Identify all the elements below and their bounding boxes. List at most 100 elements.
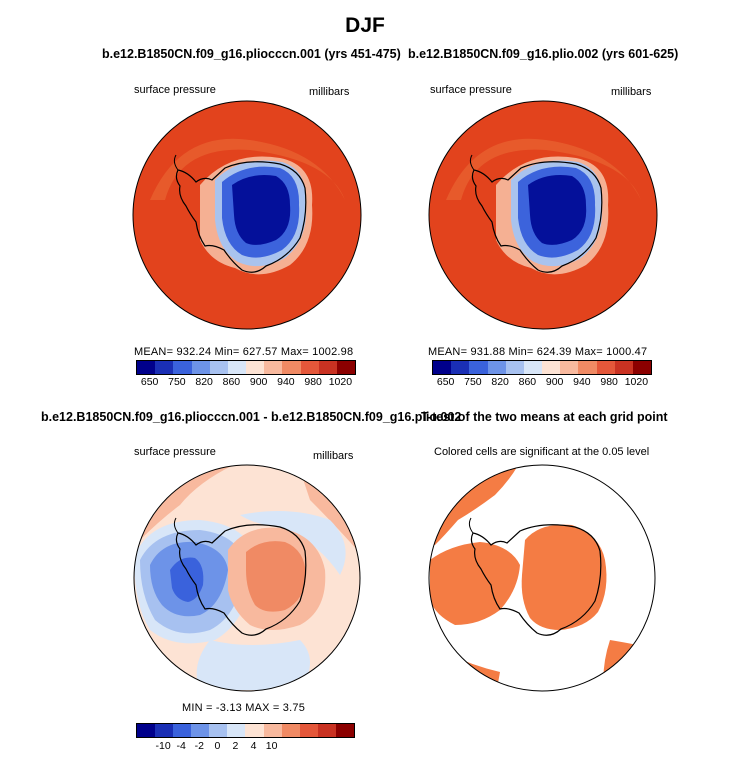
- colorbar-0-swatch-6: [246, 361, 265, 374]
- panel3-peninsula: [173, 517, 179, 534]
- colorbar-2-tick-label: 2: [232, 740, 239, 752]
- panel3-map-border: [133, 464, 361, 692]
- colorbar-1-swatch-3: [487, 361, 506, 374]
- colorbar-0-tick-label: 900: [249, 376, 268, 388]
- panel4-significance-label: Colored cells are significant at the 0.0…: [434, 446, 650, 458]
- panel2-stats: MEAN= 931.88 Min= 624.39 Max= 1000.47: [428, 346, 648, 358]
- colorbar-2-swatch-10: [317, 724, 336, 737]
- colorbar-2-tick-label: -2: [194, 740, 204, 752]
- panel2-colorbar: [432, 360, 652, 375]
- colorbar-1-swatch-10: [614, 361, 633, 374]
- panel3-stats: MIN = -3.13 MAX = 3.75: [182, 702, 306, 714]
- colorbar-2-swatch-4: [209, 724, 228, 737]
- colorbar-0-tick-label: 940: [277, 376, 295, 388]
- colorbar-0-swatch-7: [264, 361, 283, 374]
- panel1-variable-label: surface pressure: [134, 84, 216, 96]
- colorbar-1-tick-label: 980: [600, 376, 618, 388]
- colorbar-1-swatch-7: [560, 361, 579, 374]
- colorbar-0-tick-label: 1020: [328, 376, 353, 388]
- panel4-sig-region-ice: [521, 524, 607, 630]
- colorbar-1-tick-label: 650: [436, 376, 455, 388]
- panel2-peninsula: [469, 154, 475, 171]
- colorbar-2-swatch-1: [155, 724, 174, 737]
- panel3-colorbar: [136, 723, 355, 738]
- panel3-coastline: [175, 524, 307, 636]
- panel1-stats: MEAN= 932.24 Min= 627.57 Max= 1002.98: [134, 346, 354, 358]
- panel4-sig-region-southeast: [603, 640, 655, 691]
- colorbar-0-swatch-5: [227, 361, 247, 374]
- colorbar-1-tick-label: 860: [518, 376, 537, 388]
- colorbar-1-swatch-8: [578, 361, 597, 374]
- panel4-sig-region-northeast: [580, 465, 655, 520]
- colorbar-2-swatch-5: [227, 724, 246, 737]
- colorbar-0-tick-label: 650: [140, 376, 159, 388]
- colorbar-2-tick-label: 4: [250, 740, 257, 752]
- colorbar-2-tick-label: 10: [265, 740, 278, 752]
- panel3-south-negative: [196, 640, 310, 690]
- panel1-map-border: [132, 100, 362, 330]
- colorbar-1-swatch-9: [596, 361, 615, 374]
- panel2-ice-core: [528, 175, 587, 245]
- colorbar-1-swatch-11: [632, 361, 652, 374]
- colorbar-2-swatch-9: [299, 724, 318, 737]
- colorbar-2-swatch-2: [173, 724, 192, 737]
- colorbar-0-tick-label: 820: [195, 376, 213, 388]
- panel2-coastline: [471, 161, 603, 273]
- panel3-neg-east-band: [240, 511, 346, 575]
- colorbar-1-swatch-5: [523, 361, 543, 374]
- panel1-title: b.e12.B1850CN.f09_g16.pliocccn.001 (yrs …: [102, 47, 401, 61]
- panel2-units-label: millibars: [611, 86, 652, 98]
- colorbar-0-tick-label: 980: [304, 376, 322, 388]
- panel1-coastline: [175, 161, 307, 273]
- colorbar-0-swatch-3: [191, 361, 210, 374]
- panel3-colorbar-ticks: -10 -4 -2 0 2 4 10: [136, 740, 353, 754]
- colorbar-2-tick-label: 0: [214, 740, 221, 752]
- colorbar-0-swatch-11: [336, 361, 356, 374]
- panel4-map-border: [428, 464, 656, 692]
- panel3-neg-core: [170, 557, 204, 602]
- colorbar-1-tick-label: 820: [491, 376, 509, 388]
- colorbar-0-swatch-8: [282, 361, 301, 374]
- panel4-coastline: [470, 524, 602, 636]
- colorbar-0-swatch-1: [155, 361, 174, 374]
- panel3-ice-positive-core: [246, 541, 306, 612]
- colorbar-0-tick-label: 860: [222, 376, 241, 388]
- panel4-title: T-test of the two means at each grid poi…: [421, 410, 668, 424]
- colorbar-2-tick-label: -10: [155, 740, 171, 752]
- colorbar-0-swatch-10: [318, 361, 337, 374]
- panel1-ridge-band: [150, 138, 345, 200]
- colorbar-2-swatch-0: [137, 724, 156, 737]
- colorbar-0-tick-label: 750: [168, 376, 186, 388]
- colorbar-0-swatch-2: [173, 361, 192, 374]
- panel2-ridge-band: [446, 138, 641, 200]
- panel1-colorbar-ticks: 650 750 820 860 900 940 980 1020: [136, 376, 354, 390]
- colorbar-1-tick-label: 750: [464, 376, 482, 388]
- colorbar-1-swatch-4: [505, 361, 524, 374]
- panel1-units-label: millibars: [309, 86, 350, 98]
- colorbar-1-tick-label: 1020: [624, 376, 649, 388]
- colorbar-2-tick-label: -4: [176, 740, 186, 752]
- panel4-sig-region-south: [430, 650, 500, 691]
- panel4-sig-region-north: [430, 465, 520, 545]
- colorbar-1-tick-label: 900: [545, 376, 564, 388]
- colorbar-1-tick-label: 940: [573, 376, 591, 388]
- colorbar-1-swatch-6: [542, 361, 561, 374]
- panel2-title: b.e12.B1850CN.f09_g16.plio.002 (yrs 601-…: [408, 47, 679, 61]
- colorbar-2-swatch-3: [191, 724, 210, 737]
- colorbar-0-swatch-9: [300, 361, 319, 374]
- colorbar-1-swatch-0: [433, 361, 452, 374]
- colorbar-2-swatch-7: [263, 724, 282, 737]
- colorbar-0-swatch-4: [209, 361, 228, 374]
- colorbar-2-swatch-11: [335, 724, 354, 737]
- colorbar-1-swatch-1: [451, 361, 470, 374]
- panel3-units-label: millibars: [313, 450, 354, 462]
- panel1-peninsula: [173, 154, 179, 171]
- panel2-map-border: [428, 100, 658, 330]
- colorbar-2-swatch-8: [281, 724, 300, 737]
- panel1-colorbar: [136, 360, 356, 375]
- panel4-peninsula: [468, 517, 474, 534]
- colorbar-1-swatch-2: [469, 361, 488, 374]
